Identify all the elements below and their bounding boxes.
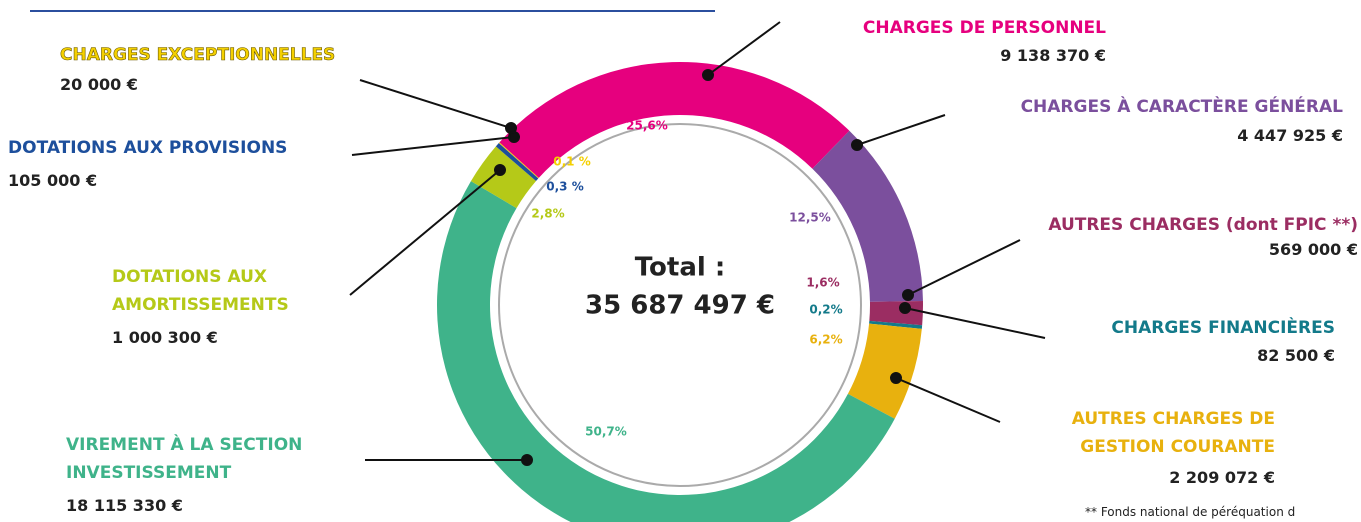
percent-labels: 25,6% 12,5% 1,6% 0,2% 6,2% 50,7% 2,8% 0,3 % 0,1 …: [531, 119, 842, 439]
percent-label: 50,7%: [585, 425, 627, 439]
category-label: AUTRES CHARGES (dont FPIC **): [1048, 215, 1358, 235]
segment: [498, 142, 539, 179]
category-label: DOTATIONS AUX AMORTISSEMENTS: [112, 267, 289, 315]
percent-label: 1,6%: [806, 276, 839, 290]
value-label: 569 000 €: [1268, 240, 1358, 259]
inner-circle: [498, 123, 862, 487]
segment: [812, 130, 923, 302]
category-label: CHARGES À CARACTÈRE GÉNÉRAL: [1020, 97, 1343, 117]
ring: [436, 62, 923, 522]
value-label: 18 115 330 €: [66, 496, 183, 515]
total-value: 35 687 497 €: [585, 291, 775, 321]
percent-label: 0,2%: [809, 303, 842, 317]
category-label: CHARGES DE PERSONNEL: [862, 18, 1106, 38]
category-label: CHARGES EXCEPTIONNELLES: [60, 45, 336, 66]
category-label: AUTRES CHARGES DE GESTION COURANTE: [1071, 409, 1275, 457]
percent-label: 0,1 %: [553, 155, 590, 169]
value-label: 4 447 925 €: [1237, 126, 1343, 145]
value-label: 82 500 €: [1257, 346, 1335, 365]
total-label: Total :: [635, 253, 725, 283]
segment: [470, 146, 537, 209]
value-label: 1 000 300 €: [112, 328, 218, 347]
percent-label: 25,6%: [626, 119, 668, 133]
segment: [869, 320, 923, 329]
segment: [499, 62, 850, 178]
value-label: 20 000 €: [60, 75, 138, 94]
segment: [847, 323, 922, 419]
category-label: CHARGES FINANCIÈRES: [1111, 318, 1335, 338]
category-label: DOTATIONS AUX PROVISIONS: [8, 138, 288, 158]
percent-label: 2,8%: [531, 207, 564, 221]
value-label: 2 209 072 €: [1169, 468, 1275, 487]
footnote: ** Fonds national de péréquation d: [1085, 505, 1295, 519]
percent-label: 0,3 %: [546, 180, 583, 194]
leaders: [349, 21, 1046, 466]
value-label: 9 138 370 €: [1000, 46, 1106, 65]
value-label: 105 000 €: [8, 171, 98, 190]
segment: [495, 143, 539, 182]
percent-label: 6,2%: [809, 333, 842, 347]
segment: [436, 181, 895, 522]
category-label: VIREMENT À LA SECTION INVESTISSEMENT: [66, 435, 303, 483]
percent-label: 12,5%: [789, 211, 831, 225]
